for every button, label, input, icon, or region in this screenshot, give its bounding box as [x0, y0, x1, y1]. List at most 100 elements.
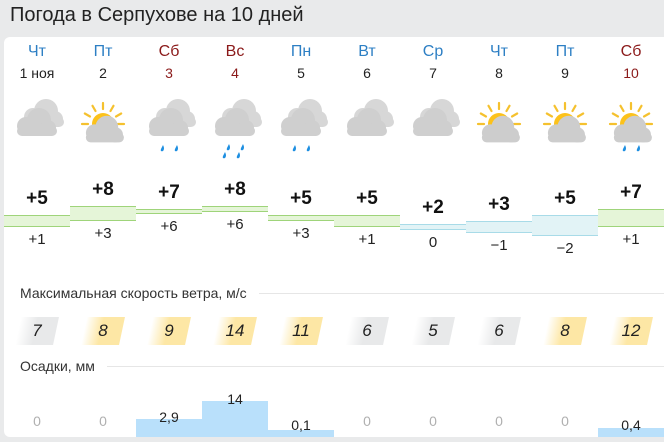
day-date: 6: [363, 65, 371, 81]
day-of-week: Пт: [93, 43, 113, 60]
temperature-band: [202, 206, 268, 212]
max-temperature: +5: [356, 188, 378, 209]
wind-section-header: Максимальная скорость ветра, м/с: [20, 285, 664, 301]
day-of-week: Сб: [620, 43, 642, 60]
cloudy-icon: [4, 97, 70, 157]
min-temperature: +1: [358, 231, 376, 248]
min-temperature: +6: [160, 218, 178, 235]
precip-bar: [136, 419, 202, 437]
precip-value: 0,4: [621, 417, 641, 433]
forecast-card: Чт 1 ноя +5 +1 7 0 Пт 2 +8 +3 8 0 Сб 3 +7 +6 9 2,9 Вс 4 +8 +6…: [4, 37, 664, 437]
cloudy-heavy-rain-icon: [202, 97, 268, 159]
temperature-band: [136, 209, 202, 214]
page-title: Погода в Серпухове на 10 дней: [10, 4, 304, 26]
wind-speed: 8: [70, 317, 136, 345]
wind-value: 9: [164, 321, 174, 340]
min-temperature: −1: [490, 237, 508, 254]
partly-sunny-icon: [532, 97, 598, 157]
partly-sunny-rain-icon: [598, 97, 664, 157]
temperature-band: [532, 215, 598, 236]
wind-value: 12: [621, 321, 641, 340]
precip-bar: [202, 401, 268, 437]
precip-value: 0: [99, 413, 107, 429]
precip-value: 2,9: [159, 409, 179, 425]
wind-value: 8: [560, 321, 570, 340]
precip-value: 0: [561, 413, 569, 429]
wind-value: 5: [428, 321, 438, 340]
divider: [106, 365, 664, 367]
precip-value: 14: [227, 391, 243, 407]
day-of-week: Пт: [555, 43, 575, 60]
day-date: 5: [297, 65, 305, 81]
cloudy-rain-icon: [268, 97, 334, 157]
max-temperature: +2: [422, 197, 444, 218]
day-of-week: Вт: [358, 43, 376, 60]
day-date: 3: [165, 65, 173, 81]
partly-sunny-icon: [70, 97, 136, 157]
day-of-week: Ср: [422, 43, 444, 60]
wind-value: 6: [494, 321, 504, 340]
wind-speed: 11: [268, 317, 334, 345]
day-of-week: Пн: [290, 43, 312, 60]
day-date: 2: [99, 65, 107, 81]
wind-speed: 14: [202, 317, 268, 345]
wind-value: 7: [32, 321, 42, 340]
precip-value: 0,1: [291, 417, 311, 433]
cloudy-icon: [400, 97, 466, 157]
day-date: 9: [561, 65, 569, 81]
day-of-week: Сб: [158, 43, 180, 60]
temperature-band: [466, 221, 532, 233]
wind-speed: 7: [4, 317, 70, 345]
temperature-band: [400, 224, 466, 230]
day-date: 4: [231, 65, 239, 81]
temperature-band: [4, 215, 70, 227]
wind-value: 6: [362, 321, 372, 340]
min-temperature: +6: [226, 216, 244, 233]
cloudy-icon: [334, 97, 400, 157]
day-of-week: Чт: [28, 43, 46, 60]
temperature-band: [598, 209, 664, 227]
wind-value: 8: [98, 321, 108, 340]
max-temperature: +7: [158, 182, 180, 203]
wind-speed: 6: [334, 317, 400, 345]
wind-section-label: Максимальная скорость ветра, м/с: [20, 285, 247, 301]
max-temperature: +7: [620, 182, 642, 203]
wind-speed: 6: [466, 317, 532, 345]
temperature-band: [70, 206, 136, 221]
wind-speed: 9: [136, 317, 202, 345]
temperature-band: [334, 215, 400, 227]
min-temperature: 0: [428, 234, 438, 251]
min-temperature: +3: [94, 225, 112, 242]
wind-speed: 12: [598, 317, 664, 345]
max-temperature: +5: [26, 188, 48, 209]
divider: [258, 292, 664, 294]
precip-section-header: Осадки, мм: [20, 358, 664, 374]
precip-value: 0: [363, 413, 371, 429]
day-date: 10: [623, 65, 639, 81]
max-temperature: +8: [224, 179, 246, 200]
min-temperature: +1: [622, 231, 640, 248]
temperature-band: [268, 215, 334, 221]
wind-speed: 5: [400, 317, 466, 345]
wind-value: 11: [292, 321, 310, 340]
cloudy-rain-icon: [136, 97, 202, 157]
max-temperature: +5: [290, 188, 312, 209]
max-temperature: +5: [554, 188, 576, 209]
day-of-week: Чт: [490, 43, 508, 60]
precip-section-label: Осадки, мм: [20, 358, 95, 374]
precip-bar: [598, 428, 664, 437]
day-date: 8: [495, 65, 503, 81]
precip-value: 0: [495, 413, 503, 429]
max-temperature: +8: [92, 179, 114, 200]
day-date: 1 ноя: [19, 65, 55, 81]
min-temperature: +3: [292, 225, 310, 242]
wind-value: 14: [225, 321, 245, 340]
day-date: 7: [429, 65, 437, 81]
precip-bar: [268, 430, 334, 437]
max-temperature: +3: [488, 194, 510, 215]
wind-speed: 8: [532, 317, 598, 345]
day-of-week: Вс: [225, 43, 245, 60]
precip-value: 0: [429, 413, 437, 429]
min-temperature: +1: [28, 231, 46, 248]
precip-value: 0: [33, 413, 41, 429]
